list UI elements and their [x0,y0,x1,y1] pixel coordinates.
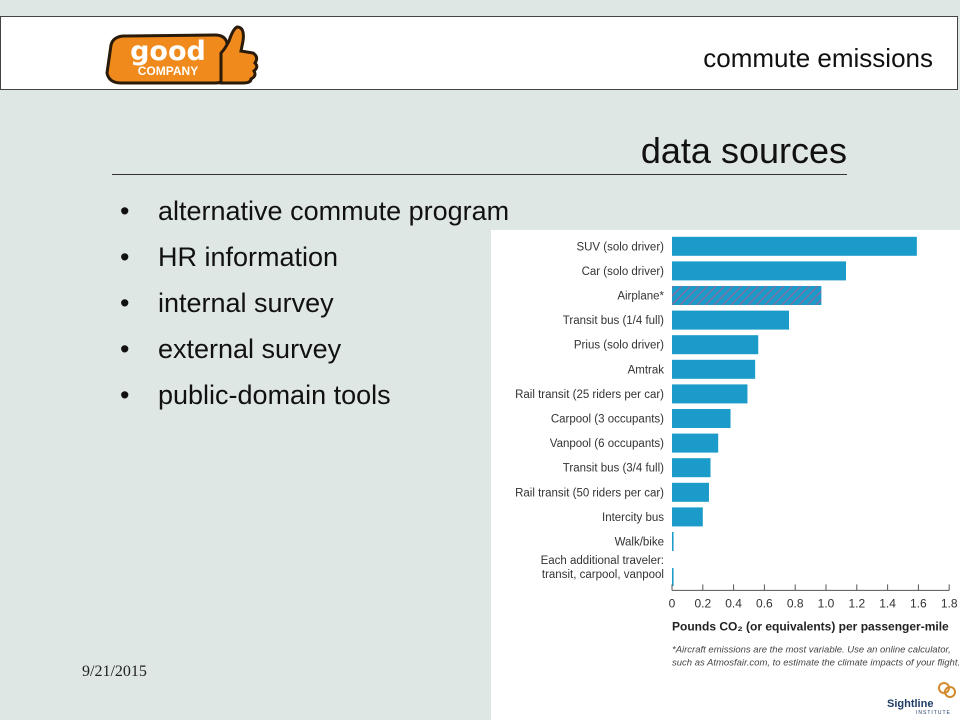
bar [672,482,709,502]
bullet-item: • external survey [118,330,509,376]
bullet-list: • alternative commute program • HR informa… [118,192,509,422]
bullet-text: external survey [158,334,342,364]
co2-bar-chart: SUV (solo driver) Car (solo driver) Airpla… [491,230,960,720]
category-label: Car (solo driver) [582,266,665,278]
bar [672,458,711,478]
bar [672,384,748,404]
category-label: transit, carpool, vanpool [542,569,664,581]
category-label: Intercity bus [602,512,664,524]
slide-title: data sources [112,130,847,175]
bullet-dot: • [120,288,130,318]
x-tick-label: 0.8 [787,596,804,610]
bullet-dot: • [120,196,130,226]
header-bar: good COMPANY commute emissions [0,16,958,90]
bar [672,286,822,305]
bar [672,236,917,256]
bar [672,335,759,355]
header-title: commute emissions [703,43,933,73]
bullet-item: • HR information [118,238,509,284]
bullet-item: • internal survey [118,284,509,330]
good-company-logo [105,25,259,85]
category-label: Rail transit (50 riders per car) [515,487,664,499]
source-brand-sub: INSTITUTE [916,710,951,716]
bullet-item: • alternative commute program [118,192,509,238]
category-label: Transit bus (1/4 full) [563,315,664,327]
bar [672,409,731,428]
x-tick-label: 1.0 [818,596,835,610]
bullet-text: alternative commute program [158,196,510,226]
category-label: Carpool (3 occupants) [551,414,664,426]
x-tick-label: 1.2 [848,596,865,610]
bullet-dot: • [120,242,130,272]
bullet-dot: • [120,380,130,410]
source-brand: Sightline [887,698,933,710]
bar [672,532,674,551]
category-label: Airplane* [617,291,664,303]
category-label: Rail transit (25 riders per car) [515,389,664,401]
category-label: Prius (solo driver) [574,340,664,352]
x-tick-label: 1.8 [941,596,958,610]
bullet-text: public-domain tools [158,380,391,410]
sightline-mark-icon [944,686,956,698]
bar [672,310,790,330]
bullet-text: internal survey [158,288,334,318]
category-label: Transit bus (3/4 full) [563,463,664,475]
x-axis-label: Pounds CO₂ (or equivalents) per passenge… [672,619,949,633]
x-tick-label: 1.4 [879,596,896,610]
x-tick-label: 0.4 [725,596,742,610]
x-tick-label: 0.2 [694,596,711,610]
x-tick-label: 0 [669,596,676,610]
bar [672,433,719,453]
bar [672,507,703,527]
logo-word-good: good [130,36,206,67]
bullet-item: • public-domain tools [118,376,509,422]
bar [672,568,674,587]
slide-date: 9/21/2015 [82,663,147,680]
category-label: SUV (solo driver) [576,241,664,253]
footnote-line: *Aircraft emissions are the most variabl… [672,644,951,655]
bar [672,261,847,281]
category-label: Each additional traveler: [541,555,664,567]
x-tick-label: 1.6 [910,596,927,610]
bullet-text: HR information [158,242,339,272]
category-label: Walk/bike [615,537,664,549]
bar [672,359,756,379]
bullet-dot: • [120,334,130,364]
chart-svg: SUV (solo driver) Car (solo driver) Airpla… [515,236,960,716]
logo-word-company: COMPANY [137,64,199,78]
category-label: Vanpool (6 occupants) [550,438,664,450]
x-tick-label: 0.6 [756,596,773,610]
category-label: Amtrak [628,364,665,376]
footnote-line: such as Atmosfair.com, to estimate the c… [672,657,960,668]
